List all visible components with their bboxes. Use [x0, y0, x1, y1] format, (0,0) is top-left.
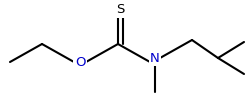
- Text: N: N: [150, 52, 160, 64]
- Text: O: O: [75, 56, 85, 69]
- Text: S: S: [116, 4, 124, 17]
